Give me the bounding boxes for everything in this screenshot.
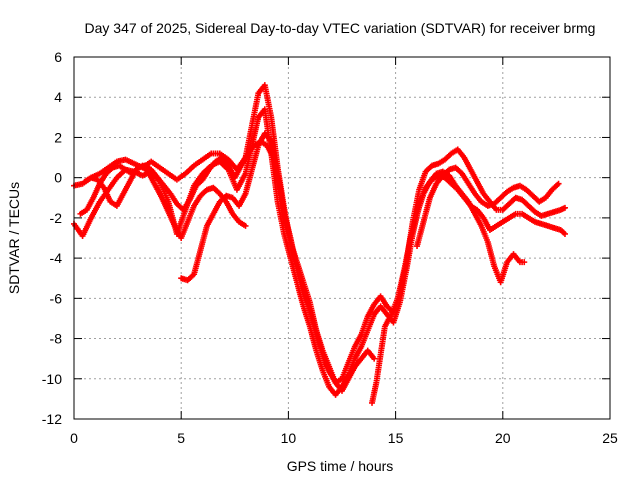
y-tick-label: -6 — [50, 290, 63, 306]
y-tick-label: -4 — [50, 250, 63, 266]
x-tick-label: 25 — [602, 430, 618, 446]
y-tick-label: -2 — [50, 210, 63, 226]
data-point — [561, 230, 568, 237]
data-points — [71, 82, 568, 406]
series-trace-4 — [81, 162, 249, 241]
y-tick-label: 0 — [54, 170, 62, 186]
y-tick-label: -8 — [50, 331, 63, 347]
data-point — [371, 355, 378, 362]
x-tick-label: 10 — [281, 430, 297, 446]
y-tick-label: 2 — [54, 129, 62, 145]
chart-title: Day 347 of 2025, Sidereal Day-to-day VTE… — [85, 20, 596, 36]
data-point — [242, 222, 249, 229]
x-tick-label: 20 — [495, 430, 511, 446]
y-tick-label: -12 — [42, 411, 62, 427]
x-tick-label: 15 — [388, 430, 404, 446]
y-axis-label: SDTVAR / TECUs — [6, 182, 22, 294]
data-point — [561, 204, 568, 211]
y-tick-label: 6 — [54, 49, 62, 65]
x-axis-label: GPS time / hours — [287, 458, 394, 474]
data-point — [555, 180, 562, 187]
plot-frame — [73, 56, 611, 420]
series-trace-6 — [369, 168, 528, 406]
x-tick-label: 0 — [70, 430, 78, 446]
series-trace-5 — [178, 130, 378, 394]
series-trace-7 — [414, 164, 562, 250]
grid-lines — [74, 57, 610, 419]
y-tick-label: -10 — [42, 371, 62, 387]
data-point — [521, 259, 528, 266]
x-tick-label: 5 — [177, 430, 185, 446]
y-tick-label: 4 — [54, 89, 62, 105]
